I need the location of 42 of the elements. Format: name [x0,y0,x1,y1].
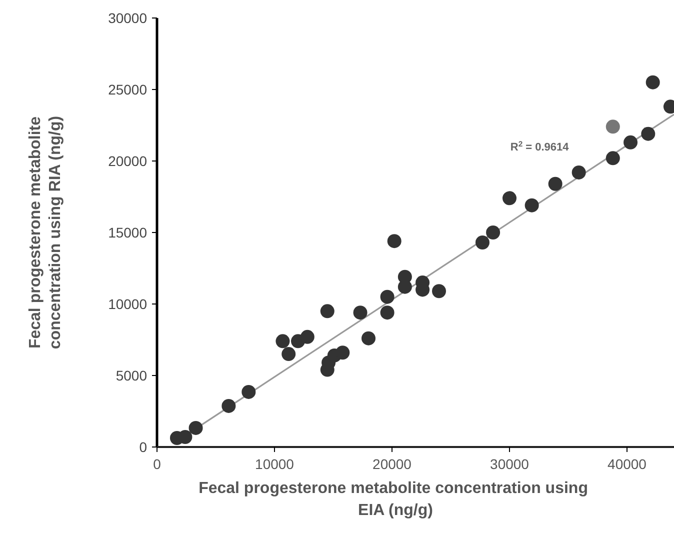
x-tick-label: 40000 [608,456,647,472]
point [572,165,586,180]
point [524,198,539,212]
point [486,226,500,240]
x-tick-label: 10000 [255,456,294,472]
y-axis-title: Fecal progesterone metabolite concentration using RIA (ng/g) [27,116,64,350]
x-tick-label: 30000 [490,456,530,472]
point [300,330,314,344]
point [646,75,660,90]
point [178,430,192,444]
x-tick-label: 20000 [372,456,412,472]
point [188,420,203,435]
point [336,346,350,360]
point [606,120,620,134]
y-tick-label: 25000 [108,81,148,98]
y-tick-label: 30000 [108,10,148,26]
y-tick-label: 15000 [108,224,148,240]
point [276,334,290,348]
point [606,151,620,166]
point [387,234,402,248]
point [222,398,236,413]
point [641,126,656,141]
point [380,290,394,304]
point [548,176,562,191]
point [624,135,638,150]
y-tick-label: 0 [139,438,148,455]
x-tick-label: 0 [153,456,162,472]
point [242,384,256,399]
point [380,306,394,320]
x-axis-title: Fecal progesterone metabolite concentration using EIA (ng/g) [198,480,592,519]
y-tick-label: 10000 [108,296,148,312]
point [282,347,296,362]
point [362,331,376,346]
y-tick-label: 5000 [116,367,148,384]
point [475,236,490,250]
point [502,191,516,206]
annotation: R$^{2}$ = 0.9614 [510,139,570,154]
point [353,306,368,320]
point [432,284,446,298]
point [398,280,412,294]
point [320,304,334,318]
y-tick-label: 20000 [108,152,148,169]
